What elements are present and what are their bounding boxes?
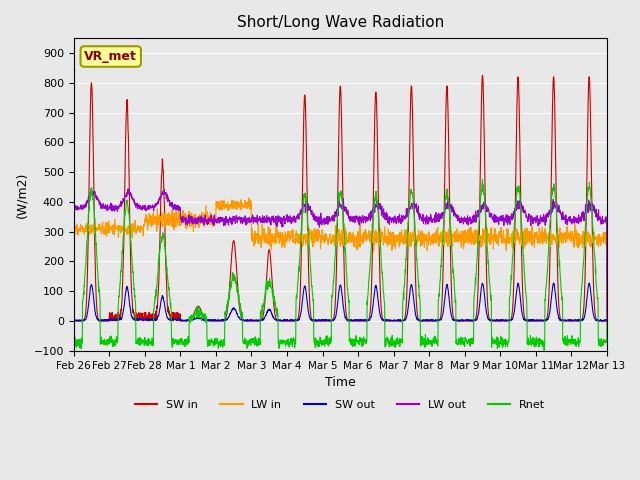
SW in (479, 72, 486, 78)
SW in (247, 318, 255, 324)
LW out (501, 218, 509, 224)
LW out (248, 216, 255, 222)
LW out (603, 318, 611, 324)
SW out (586, 280, 593, 286)
Rnet (70, 341, 77, 347)
SW in (376, 254, 383, 260)
SW in (275, 318, 282, 324)
Line: SW in: SW in (74, 75, 607, 321)
SW out (501, 318, 509, 324)
SW out (603, 317, 611, 323)
SW out (369, 304, 377, 310)
SW out (247, 317, 255, 323)
LW in (248, 200, 255, 206)
Line: LW out: LW out (74, 189, 607, 321)
SW out (501, 317, 509, 323)
SW out (376, 309, 383, 314)
LW out (369, 206, 377, 212)
LW out (70, 205, 77, 211)
Y-axis label: (W/m2): (W/m2) (15, 171, 28, 217)
Line: SW out: SW out (74, 283, 607, 321)
Rnet (247, 339, 255, 345)
Rnet (603, 319, 611, 325)
Rnet (540, 348, 548, 353)
LW in (369, 240, 377, 246)
Title: Short/Long Wave Radiation: Short/Long Wave Radiation (237, 15, 444, 30)
Rnet (376, 227, 383, 232)
Line: LW in: LW in (74, 198, 607, 321)
LW in (501, 237, 509, 243)
SW out (275, 318, 282, 324)
LW in (376, 243, 383, 249)
SW in (501, 318, 509, 324)
LW in (275, 230, 282, 236)
X-axis label: Time: Time (325, 376, 356, 389)
LW in (527, 232, 534, 238)
LW in (603, 318, 611, 324)
LW out (275, 215, 282, 221)
SW out (527, 318, 534, 324)
LW out (376, 204, 383, 210)
SW in (603, 318, 611, 324)
SW in (70, 318, 77, 324)
Text: VR_met: VR_met (84, 50, 137, 63)
LW in (70, 220, 77, 226)
LW out (527, 218, 534, 224)
Rnet (501, 343, 509, 348)
Rnet (275, 340, 282, 346)
Line: Rnet: Rnet (74, 179, 607, 350)
LW in (245, 195, 253, 201)
Rnet (369, 219, 377, 225)
SW in (527, 318, 534, 324)
Rnet (527, 333, 534, 338)
SW in (369, 226, 377, 231)
LW out (124, 186, 132, 192)
SW out (70, 317, 77, 323)
Legend: SW in, LW in, SW out, LW out, Rnet: SW in, LW in, SW out, LW out, Rnet (131, 395, 550, 414)
Rnet (479, 176, 486, 182)
